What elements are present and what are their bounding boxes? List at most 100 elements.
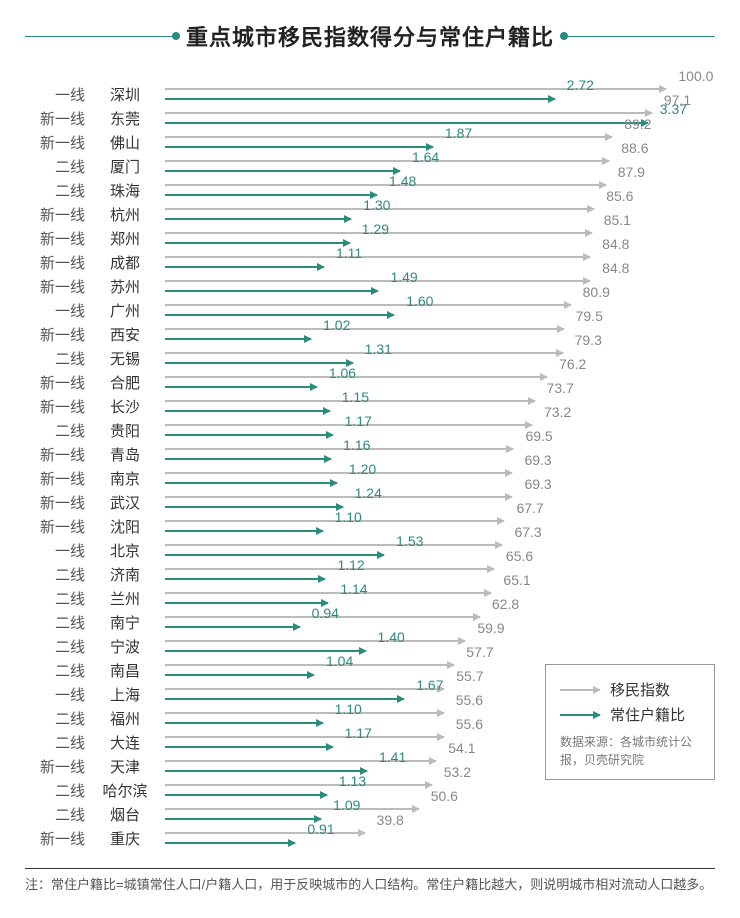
- ratio-arrow: [165, 170, 400, 172]
- index-value: 76.2: [559, 356, 586, 372]
- index-value: 84.8: [602, 236, 629, 252]
- title-decor-left: [25, 36, 180, 37]
- index-value: 55.6: [456, 692, 483, 708]
- city-label: 大连: [95, 732, 155, 753]
- ratio-arrow: [165, 458, 331, 460]
- index-arrow: [165, 256, 590, 258]
- tier-label: 二线: [25, 732, 85, 753]
- bar-container: 100.02.72: [165, 82, 715, 106]
- tier-label: 二线: [25, 636, 85, 657]
- ratio-arrow: [165, 578, 325, 580]
- index-value: 39.8: [377, 812, 404, 828]
- tier-label: 新一线: [25, 468, 85, 489]
- bar-container: 50.61.09: [165, 802, 715, 826]
- bar-container: 73.71.15: [165, 394, 715, 418]
- index-arrow: [165, 664, 454, 666]
- tier-label: 二线: [25, 804, 85, 825]
- ratio-arrow: [165, 818, 321, 820]
- ratio-value: 2.72: [567, 77, 594, 93]
- index-arrow: [165, 280, 590, 282]
- tier-label: 二线: [25, 660, 85, 681]
- index-value: 50.6: [431, 788, 458, 804]
- ratio-value: 1.48: [389, 173, 416, 189]
- index-value: 85.6: [606, 188, 633, 204]
- data-row: 二线烟台50.61.09: [25, 802, 715, 826]
- ratio-value: 1.40: [378, 629, 405, 645]
- data-row: 新一线苏州84.81.49: [25, 274, 715, 298]
- index-arrow: [165, 136, 612, 138]
- city-label: 济南: [95, 564, 155, 585]
- ratio-arrow: [165, 362, 353, 364]
- tier-label: 新一线: [25, 252, 85, 273]
- tier-label: 二线: [25, 180, 85, 201]
- city-label: 南昌: [95, 660, 155, 681]
- bar-container: 39.80.91: [165, 826, 715, 850]
- ratio-arrow: [165, 674, 314, 676]
- index-value: 88.6: [621, 140, 648, 156]
- legend-arrow-gray: [560, 689, 600, 691]
- index-value: 55.6: [456, 716, 483, 732]
- data-row: 新一线佛山89.21.87: [25, 130, 715, 154]
- ratio-arrow: [165, 746, 333, 748]
- index-value: 80.9: [583, 284, 610, 300]
- index-value: 79.3: [575, 332, 602, 348]
- ratio-arrow: [165, 434, 333, 436]
- index-arrow: [165, 640, 465, 642]
- city-label: 哈尔滨: [95, 780, 155, 801]
- ratio-value: 1.41: [379, 749, 406, 765]
- data-row: 二线宁波59.91.40: [25, 634, 715, 658]
- legend-index-label: 移民指数: [610, 679, 670, 700]
- city-label: 兰州: [95, 588, 155, 609]
- tier-label: 新一线: [25, 276, 85, 297]
- city-label: 厦门: [95, 156, 155, 177]
- ratio-arrow: [165, 554, 384, 556]
- ratio-arrow: [165, 602, 328, 604]
- ratio-arrow: [165, 722, 323, 724]
- city-label: 福州: [95, 708, 155, 729]
- city-label: 成都: [95, 252, 155, 273]
- ratio-value: 1.12: [337, 557, 364, 573]
- data-row: 新一线武汉69.31.24: [25, 490, 715, 514]
- ratio-arrow: [165, 842, 295, 844]
- data-row: 新一线合肥76.21.06: [25, 370, 715, 394]
- city-label: 重庆: [95, 828, 155, 849]
- data-row: 一线深圳100.02.72: [25, 82, 715, 106]
- ratio-value: 1.17: [345, 413, 372, 429]
- ratio-value: 1.30: [363, 197, 390, 213]
- data-row: 二线厦门88.61.64: [25, 154, 715, 178]
- ratio-value: 1.04: [326, 653, 353, 669]
- tier-label: 新一线: [25, 756, 85, 777]
- ratio-value: 0.91: [307, 821, 334, 837]
- tier-label: 新一线: [25, 396, 85, 417]
- tier-label: 二线: [25, 612, 85, 633]
- index-value: 59.9: [477, 620, 504, 636]
- tier-label: 新一线: [25, 516, 85, 537]
- ratio-arrow: [165, 266, 324, 268]
- index-value: 65.6: [506, 548, 533, 564]
- data-row: 一线广州80.91.60: [25, 298, 715, 322]
- bar-container: 80.91.60: [165, 298, 715, 322]
- bar-container: 69.31.24: [165, 490, 715, 514]
- index-value: 54.1: [448, 740, 475, 756]
- tier-label: 二线: [25, 348, 85, 369]
- index-value: 79.5: [576, 308, 603, 324]
- ratio-value: 1.53: [396, 533, 423, 549]
- tier-label: 二线: [25, 156, 85, 177]
- tier-label: 二线: [25, 420, 85, 441]
- tier-label: 新一线: [25, 828, 85, 849]
- index-arrow: [165, 160, 609, 162]
- tier-label: 新一线: [25, 108, 85, 129]
- index-arrow: [165, 808, 419, 810]
- data-row: 新一线沈阳67.71.10: [25, 514, 715, 538]
- bar-container: 76.21.06: [165, 370, 715, 394]
- index-arrow: [165, 592, 491, 594]
- ratio-value: 0.94: [312, 605, 339, 621]
- ratio-value: 1.10: [335, 509, 362, 525]
- city-label: 珠海: [95, 180, 155, 201]
- city-label: 无锡: [95, 348, 155, 369]
- ratio-value: 1.06: [329, 365, 356, 381]
- bar-container: 69.31.20: [165, 466, 715, 490]
- index-arrow: [165, 544, 502, 546]
- bar-container: 59.91.40: [165, 634, 715, 658]
- city-label: 青岛: [95, 444, 155, 465]
